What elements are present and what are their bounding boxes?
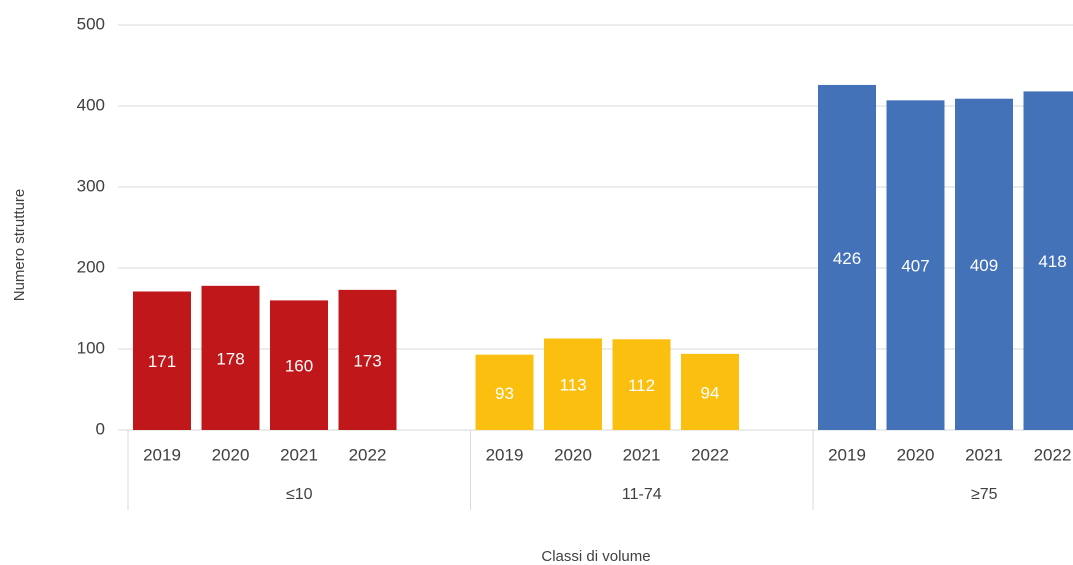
x-tick-label: 2019 — [486, 445, 524, 464]
x-tick-label: 2020 — [897, 445, 935, 464]
y-tick-label: 100 — [77, 338, 105, 357]
data-label: 93 — [495, 384, 514, 403]
y-axis-title: Numero strutture — [11, 189, 28, 302]
bar — [201, 285, 260, 430]
bar — [338, 289, 397, 430]
x-tick-label: 2022 — [691, 445, 729, 464]
bar — [133, 291, 191, 430]
group-label: ≥75 — [971, 486, 998, 503]
data-label: 418 — [1038, 252, 1066, 271]
x-tick-label: 2021 — [965, 445, 1003, 464]
x-tick-label: 2019 — [143, 445, 181, 464]
data-label: 426 — [833, 249, 861, 268]
y-tick-label: 0 — [96, 419, 105, 438]
data-label: 113 — [559, 376, 586, 395]
group-label: ≤10 — [286, 486, 313, 503]
bar — [681, 353, 739, 430]
bar — [475, 354, 534, 430]
group-label: 11-74 — [622, 486, 662, 503]
x-tick-label: 2019 — [828, 445, 866, 464]
data-label: 409 — [970, 256, 998, 275]
y-tick-label: 300 — [77, 176, 105, 195]
bar — [1023, 91, 1073, 431]
x-tick-label: 2021 — [623, 445, 661, 464]
bar — [544, 338, 602, 430]
bar — [886, 100, 945, 430]
data-label: 407 — [901, 257, 929, 276]
data-label: 112 — [628, 376, 655, 395]
bar — [270, 300, 328, 430]
bar — [612, 339, 671, 430]
x-tick-label: 2022 — [1034, 445, 1072, 464]
bar — [955, 98, 1013, 431]
data-label: 173 — [353, 351, 381, 370]
x-tick-label: 2020 — [554, 445, 592, 464]
x-tick-label: 2022 — [349, 445, 387, 464]
x-tick-label: 2021 — [280, 445, 318, 464]
data-label: 160 — [285, 357, 313, 376]
x-tick-label: 2020 — [212, 445, 250, 464]
data-label: 94 — [701, 383, 720, 402]
x-axis-title: Classi di volume — [541, 548, 650, 565]
y-tick-label: 400 — [77, 95, 105, 114]
y-tick-label: 200 — [77, 257, 105, 276]
data-label: 178 — [216, 349, 244, 368]
data-label: 171 — [148, 352, 176, 371]
bar — [818, 84, 876, 430]
y-tick-label: 500 — [77, 14, 105, 33]
